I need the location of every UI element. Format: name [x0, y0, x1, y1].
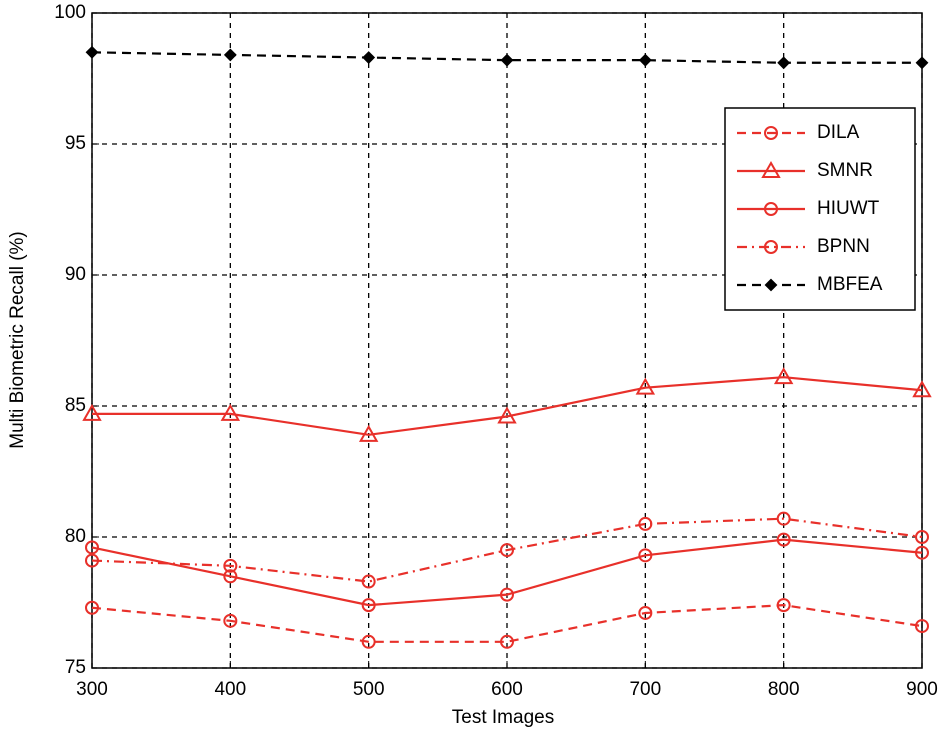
marker [500, 634, 514, 649]
y-tick-label: 90 [65, 264, 86, 285]
x-tick-label: 500 [353, 679, 385, 700]
legend-label: MBFEA [817, 274, 883, 295]
marker [223, 569, 238, 584]
marker [638, 53, 652, 67]
y-tick-label: 100 [54, 2, 86, 23]
series-line [91, 604, 923, 643]
legend-marker [761, 160, 781, 178]
marker [361, 574, 376, 589]
y-tick-label: 80 [65, 526, 86, 547]
marker [915, 545, 929, 560]
marker [361, 634, 376, 649]
legend-marker [764, 202, 778, 216]
legend-marker [764, 126, 778, 140]
marker [638, 605, 653, 620]
y-tick-label: 75 [65, 657, 86, 678]
series-line [91, 517, 923, 583]
marker [500, 543, 514, 558]
legend-marker [764, 278, 778, 292]
marker [85, 600, 99, 615]
marker [223, 48, 237, 62]
y-tick-label: 95 [65, 133, 86, 154]
marker [635, 377, 656, 395]
marker [915, 619, 929, 634]
marker [223, 558, 238, 573]
marker [638, 548, 653, 563]
marker [915, 56, 929, 70]
marker [773, 367, 794, 385]
marker [776, 598, 791, 613]
x-axis-label: Test Images [452, 707, 554, 728]
x-tick-label: 800 [768, 679, 800, 700]
marker [85, 45, 99, 59]
x-tick-label: 600 [491, 679, 523, 700]
marker [776, 532, 791, 547]
marker [358, 424, 379, 442]
marker [777, 56, 791, 70]
x-tick-label: 700 [629, 679, 661, 700]
marker [362, 51, 376, 64]
marker [361, 598, 376, 613]
marker [776, 511, 791, 526]
marker [912, 380, 932, 398]
x-tick-label: 400 [214, 679, 246, 700]
marker [82, 403, 102, 421]
marker [85, 540, 99, 555]
marker [223, 613, 238, 628]
x-tick-label: 300 [76, 679, 108, 700]
marker [497, 406, 517, 424]
legend-marker [764, 240, 778, 254]
marker [220, 403, 241, 421]
marker [915, 530, 929, 544]
marker [638, 516, 653, 531]
marker [500, 587, 514, 602]
legend-label: HIUWT [817, 198, 880, 219]
legend-label: DILA [817, 122, 860, 143]
legend-label: SMNR [817, 160, 873, 181]
marker [500, 53, 514, 67]
legend-label: BPNN [817, 236, 870, 257]
plot-frame [91, 12, 923, 669]
x-tick-label: 900 [906, 679, 938, 700]
series-line [92, 376, 923, 436]
marker [85, 553, 99, 568]
series-line [91, 538, 923, 607]
y-axis-label: Multi Biometric Recall (%) [7, 231, 28, 448]
y-tick-label: 85 [65, 395, 86, 416]
